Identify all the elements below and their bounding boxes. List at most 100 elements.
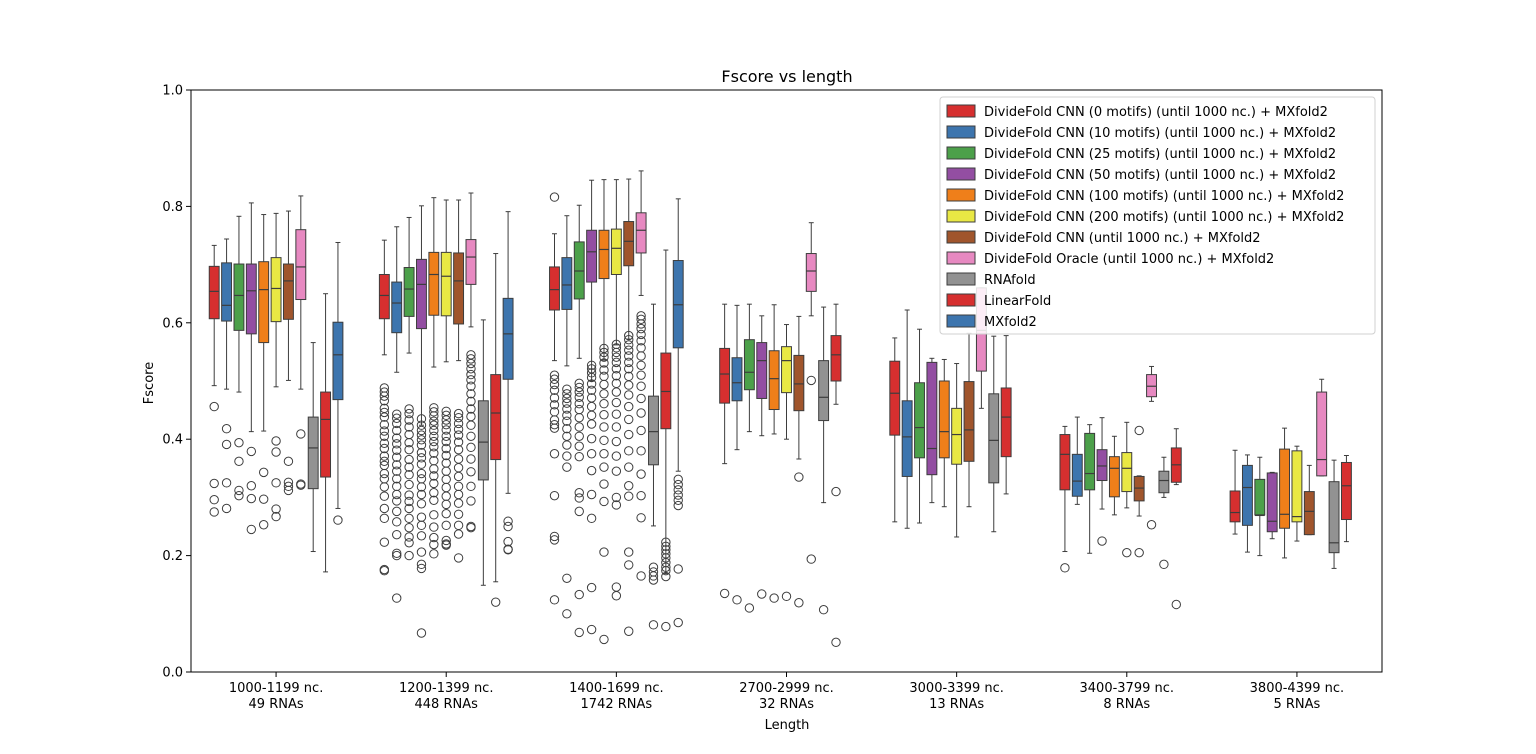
outlier-point: [404, 415, 414, 425]
outlier-point: [466, 481, 476, 492]
outlier-point: [441, 415, 451, 425]
outlier-point: [466, 454, 476, 464]
outlier-point: [392, 474, 402, 484]
outlier-point: [379, 419, 390, 430]
legend-entry-label: DivideFold Oracle (until 1000 nc.) + MXf…: [984, 252, 1274, 267]
outlier-point: [806, 375, 816, 386]
outlier-point: [549, 490, 560, 501]
outlier-point: [258, 520, 269, 530]
outlier-point: [562, 440, 572, 450]
outlier-point: [562, 609, 572, 619]
outlier-point: [453, 424, 464, 435]
box-body: [818, 360, 830, 422]
legend-swatch: [946, 272, 976, 286]
outlier-point: [661, 566, 671, 576]
outlier-point: [549, 370, 560, 380]
outlier-point: [574, 441, 584, 451]
outlier-point: [441, 540, 451, 550]
outlier-point: [392, 439, 402, 449]
box: [416, 205, 427, 426]
outlier-point: [416, 459, 427, 469]
outlier-point: [624, 357, 634, 368]
outlier-point: [673, 617, 683, 628]
outlier-point: [392, 445, 402, 455]
outlier-point: [466, 404, 476, 414]
outlier-point: [636, 336, 646, 346]
outlier-point: [234, 456, 244, 467]
box: [428, 197, 440, 368]
outlier-point: [661, 553, 671, 563]
outlier-point: [392, 460, 402, 470]
outlier-point: [636, 469, 646, 479]
outlier-point: [806, 554, 816, 564]
legend-entry-label: DivideFold CNN (50 motifs) (until 1000 n…: [984, 168, 1336, 183]
x-tick-count: 8 RNAs: [1103, 697, 1150, 712]
y-axis-label: Fscore: [142, 362, 157, 404]
outlier-point: [416, 531, 427, 541]
box-body: [598, 229, 610, 280]
outlier-point: [624, 547, 634, 557]
box: [440, 199, 452, 363]
outlier-point: [611, 387, 622, 397]
box: [938, 358, 950, 508]
outlier-point: [549, 449, 560, 459]
outlier-point: [599, 422, 609, 432]
box-body: [465, 239, 477, 285]
outlier-point: [429, 425, 439, 436]
outlier-point: [416, 547, 427, 557]
box-body: [805, 253, 817, 292]
outlier-point: [271, 511, 281, 522]
box: [951, 363, 963, 538]
box: [1328, 459, 1340, 569]
box-body: [1000, 387, 1012, 458]
outlier-point: [599, 352, 609, 362]
outlier-point: [636, 490, 646, 501]
outlier-point: [404, 522, 414, 533]
box-body: [1303, 491, 1315, 536]
legend-swatch: [946, 314, 976, 328]
outlier-point: [453, 471, 464, 482]
x-tick-count: 448 RNAs: [415, 697, 479, 712]
outlier-point: [586, 419, 597, 429]
outlier-point: [562, 389, 572, 399]
outlier-point: [209, 495, 219, 505]
outlier-point: [209, 478, 219, 489]
legend-entry-label: DivideFold CNN (10 motifs) (until 1000 n…: [984, 126, 1336, 141]
box: [221, 238, 233, 390]
box-body: [270, 257, 282, 323]
box: [403, 216, 415, 354]
outlier-point: [392, 550, 402, 561]
outlier-point: [624, 481, 634, 491]
box: [502, 211, 514, 494]
box: [307, 342, 319, 553]
outlier-point: [416, 420, 427, 430]
outlier-point: [719, 588, 730, 599]
outlier-point: [549, 192, 560, 202]
box: [282, 210, 294, 381]
outlier-point: [636, 329, 646, 340]
outlier-point: [379, 438, 390, 448]
outlier-point: [416, 559, 427, 570]
box: [793, 315, 805, 460]
outlier-point: [404, 470, 414, 480]
x-tick-count: 49 RNAs: [249, 697, 304, 712]
box-body: [1328, 481, 1340, 554]
outlier-point: [636, 425, 646, 436]
outlier-point: [624, 345, 634, 355]
box: [320, 293, 332, 573]
outlier-point: [624, 401, 634, 412]
box-body: [951, 407, 963, 465]
box: [901, 309, 913, 529]
outlier-point: [794, 598, 804, 608]
outlier-point: [416, 482, 427, 492]
outlier-point: [586, 449, 597, 459]
outlier-point: [624, 340, 634, 350]
box: [743, 303, 755, 433]
outlier-point: [624, 330, 634, 341]
x-tick-label: 1400-1699 nc.: [569, 681, 664, 696]
outlier-point: [599, 389, 609, 399]
outlier-point: [636, 314, 646, 325]
outlier-point: [404, 422, 414, 432]
outlier-point: [574, 451, 584, 462]
box: [1316, 378, 1328, 477]
